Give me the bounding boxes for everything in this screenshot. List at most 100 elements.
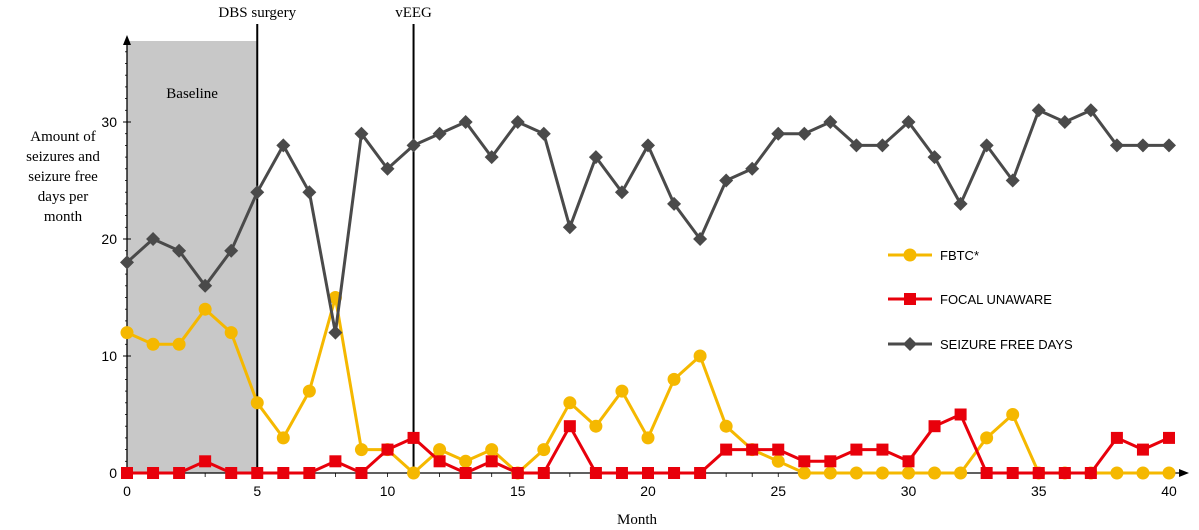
data-point [641,431,655,445]
y-axis-label-line: seizures and [26,149,100,165]
legend-item: FOCAL UNAWARE [888,292,1052,307]
data-point [173,467,186,479]
data-point [224,243,239,258]
legend: FBTC* FOCAL UNAWARE SEIZURE FREE DAYS [888,248,1073,352]
data-point [902,455,915,468]
data-point [1084,467,1097,479]
data-point [381,443,394,456]
data-point [328,325,343,340]
data-point [147,467,160,479]
data-point [928,466,942,480]
data-point [954,408,967,421]
data-point [668,467,681,479]
background-layer: Baseline [127,41,258,473]
data-point [745,161,760,176]
data-point [824,455,837,468]
data-point [823,115,838,129]
series-fbtc [120,291,1176,480]
series-layer [120,103,1176,480]
x-tick-label: 0 [123,483,131,499]
data-point [589,419,603,433]
data-point [1136,443,1149,456]
data-point [562,220,577,235]
data-point [354,126,369,141]
data-point [302,384,316,398]
data-point [459,467,472,479]
data-point [276,431,290,445]
data-point [459,454,473,468]
data-point [1135,138,1150,153]
data-point [719,419,733,433]
x-tick-label: 15 [510,483,526,499]
data-point [588,150,603,165]
data-point [979,138,994,153]
data-point [1162,138,1176,153]
data-point [458,115,473,129]
data-point [250,396,264,410]
data-point [641,138,655,153]
data-point [901,115,916,129]
legend-item: SEIZURE FREE DAYS [888,337,1073,352]
data-point [798,455,811,468]
x-tick-label: 30 [901,483,917,499]
event-line-label: vEEG [395,5,432,21]
data-point [823,466,837,480]
data-point [1057,115,1072,129]
legend-marker [903,337,917,351]
data-point [927,150,942,165]
data-point [693,232,708,246]
data-point [121,467,133,479]
data-point [537,467,550,479]
x-tick-label: 5 [253,483,261,499]
data-point [667,372,681,386]
data-point [1005,173,1020,188]
data-point [719,173,734,188]
data-point [120,326,134,340]
data-point [485,455,498,468]
data-point [199,455,212,468]
series-line [126,296,1169,475]
data-point [875,466,889,480]
data-point [849,138,864,153]
data-point [642,467,654,479]
legend-marker [904,293,916,305]
data-point [172,243,187,258]
data-point [797,126,812,141]
data-point [980,431,994,445]
data-point [902,466,915,480]
legend-item: FBTC* [888,248,979,263]
data-point [354,443,368,457]
data-point [928,420,941,433]
data-point [172,337,186,351]
data-point [407,466,421,480]
data-point [329,455,342,468]
y-axis-label-line: seizure free [28,169,98,185]
x-axis-label: Month [617,512,658,528]
data-point [355,467,368,479]
axes-layer: 0 10 20 30 0 5 10 15 20 25 30 35 40 [101,35,1189,499]
x-tick-label: 20 [640,483,656,499]
data-point [225,467,238,479]
data-point [746,443,759,456]
baseline-shaded-region [127,41,258,473]
data-point [1110,431,1123,444]
data-point [250,185,265,200]
data-point [667,196,682,211]
data-point [615,467,628,479]
x-axis-arrow-icon [1179,469,1189,477]
x-tick-label: 40 [1161,483,1177,499]
data-point [772,443,785,456]
x-tick-label: 35 [1031,483,1047,499]
data-point [511,467,524,479]
data-point [303,467,316,479]
data-point [1058,467,1071,479]
data-point [1162,466,1176,480]
data-point [224,326,238,340]
data-point [980,467,993,479]
data-point [953,196,968,211]
data-point [693,349,707,363]
data-point [406,138,421,153]
legend-marker [903,248,917,262]
data-point [614,185,629,200]
